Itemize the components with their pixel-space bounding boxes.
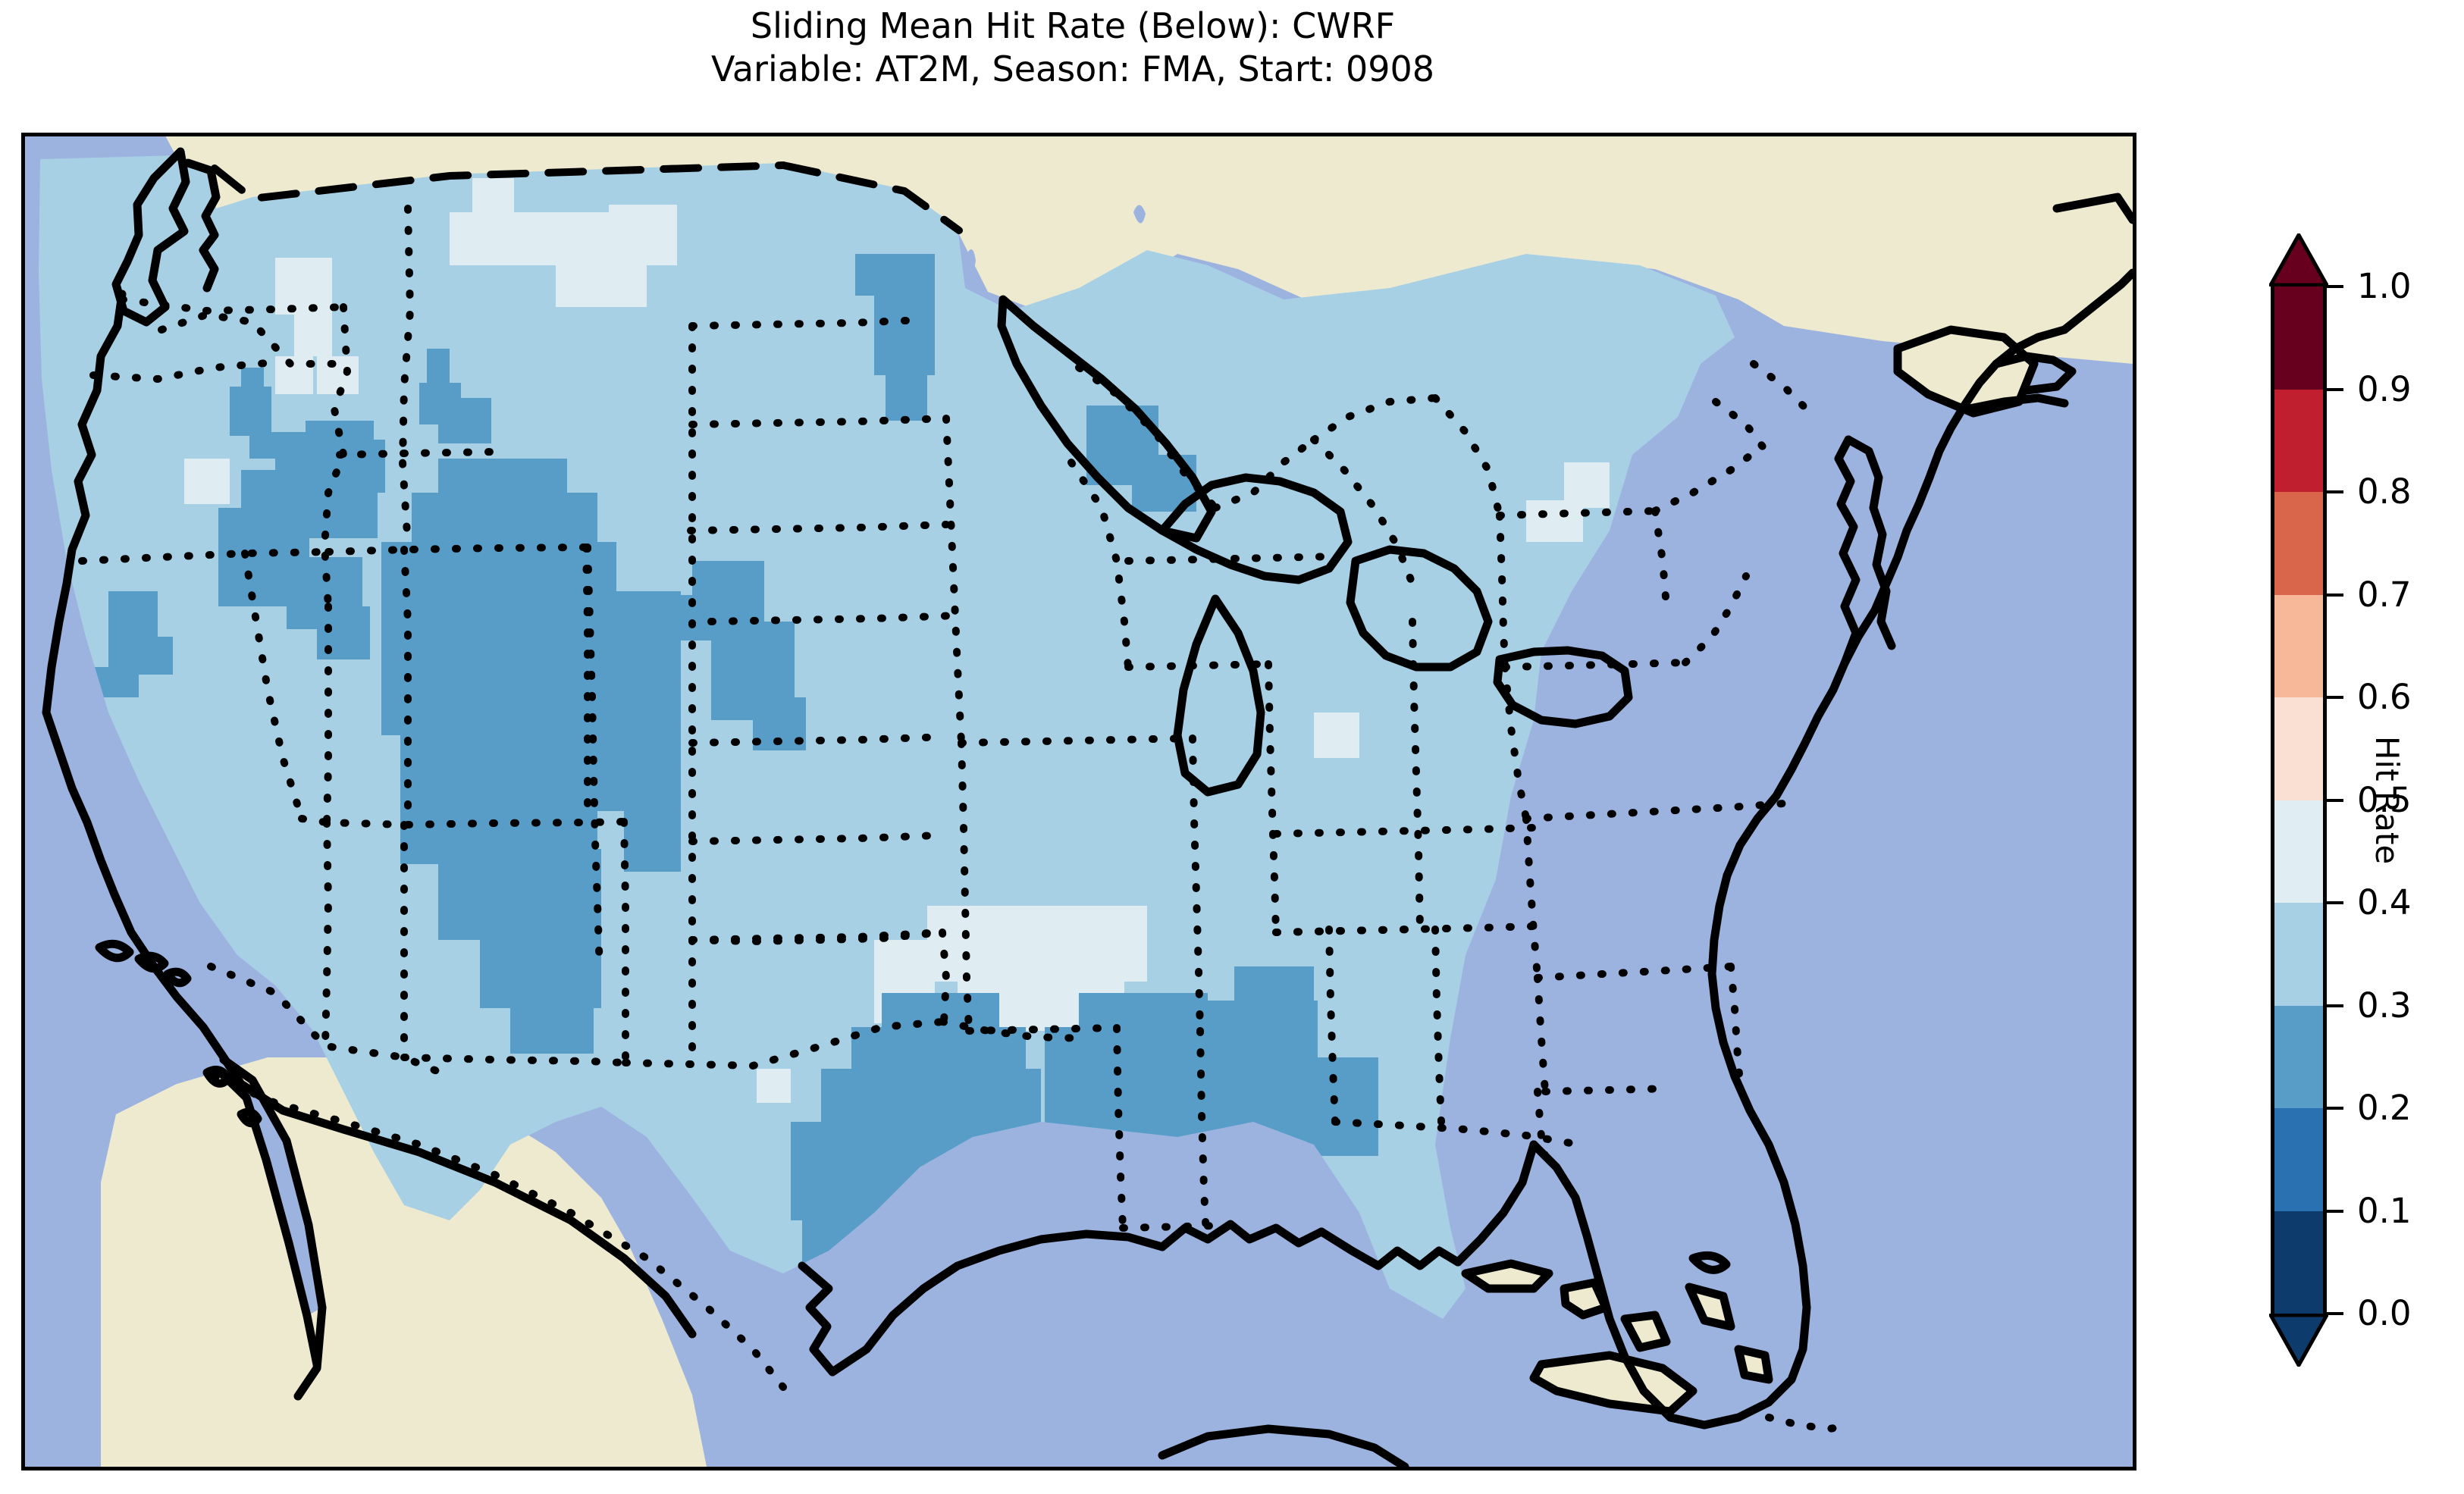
map-axes[interactable] xyxy=(21,133,2136,1471)
tick-mark xyxy=(2327,490,2343,493)
colorbar-band-9 xyxy=(2274,1211,2323,1314)
tick-label: 0.4 xyxy=(2357,882,2412,922)
tick-mark xyxy=(2327,387,2343,391)
tick-mark xyxy=(2327,593,2343,597)
colorbar-band-4 xyxy=(2274,697,2323,800)
colorbar-band-7 xyxy=(2274,1005,2323,1108)
tick-mark xyxy=(2327,696,2343,699)
tick-mark xyxy=(2327,1004,2343,1007)
tick-label: 1.0 xyxy=(2357,266,2412,306)
tick-mark xyxy=(2327,901,2343,904)
tick-label: 0.2 xyxy=(2357,1088,2412,1128)
title-line-1: Sliding Mean Hit Rate (Below): CWRF xyxy=(750,5,1396,46)
title-line-2: Variable: AT2M, Season: FMA, Start: 0908 xyxy=(710,49,1435,89)
newfoundland xyxy=(2053,197,2133,299)
gulf-of-california xyxy=(246,1081,322,1316)
tick-mark xyxy=(2327,1209,2343,1213)
tick-label: 0.0 xyxy=(2357,1293,2412,1333)
state-boundaries xyxy=(78,161,1856,1433)
colorbar-ticks: 1.0 0.9 0.8 0.7 0.6 0.5 0.4 0.3 0.2 0.1 0.0 xyxy=(2327,266,2464,1333)
colorbar-axis-label: Hit Rate xyxy=(2368,735,2406,865)
tick-label: 0.3 xyxy=(2357,985,2412,1026)
tick-label: 0.7 xyxy=(2357,574,2412,615)
tick-mark xyxy=(2327,1107,2343,1110)
canada-landmass xyxy=(165,136,2133,364)
tick-label: 0.6 xyxy=(2357,677,2412,717)
colorbar[interactable]: 1.0 0.9 0.8 0.7 0.6 0.5 0.4 0.3 0.2 0.1 0.0 xyxy=(2269,233,2412,1367)
tick-label: 0.1 xyxy=(2357,1190,2412,1231)
tick-label: 0.5 xyxy=(2357,779,2412,820)
tick-mark xyxy=(2327,798,2343,802)
colorbar-band-2 xyxy=(2274,492,2323,595)
tick-label: 0.9 xyxy=(2357,368,2412,409)
colorbar-extend-over-arrow xyxy=(2269,233,2328,287)
colorbar-band-0 xyxy=(2274,287,2323,390)
tick-mark xyxy=(2327,1312,2343,1315)
map-plot-area xyxy=(25,136,2133,1467)
figure-title: Sliding Mean Hit Rate (Below): CWRF Vari… xyxy=(0,5,2146,91)
colorbar-band-3 xyxy=(2274,594,2323,697)
tick-label: 0.8 xyxy=(2357,471,2412,512)
colorbar-gradient[interactable] xyxy=(2271,287,2327,1314)
colorbar-band-8 xyxy=(2274,1108,2323,1211)
coastlines xyxy=(42,147,2133,1467)
colorbar-extend-under-arrow xyxy=(2269,1314,2328,1367)
baja-peninsula xyxy=(218,1069,321,1395)
tick-mark xyxy=(2327,285,2343,288)
colorbar-band-5 xyxy=(2274,800,2323,903)
colorbar-band-6 xyxy=(2274,903,2323,1006)
map-svg xyxy=(25,136,2133,1467)
colorbar-band-1 xyxy=(2274,389,2323,492)
